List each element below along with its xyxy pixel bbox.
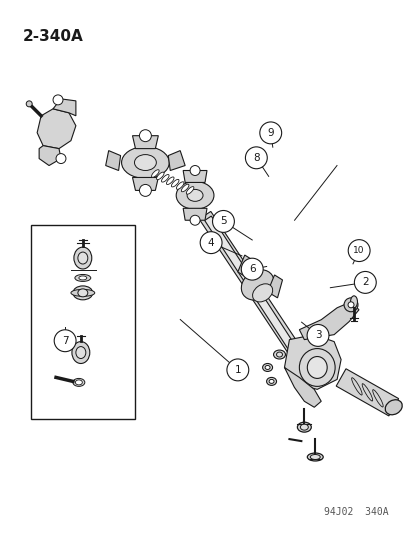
Ellipse shape	[181, 184, 188, 192]
Polygon shape	[132, 136, 158, 149]
Ellipse shape	[71, 289, 95, 296]
Text: 9: 9	[267, 128, 273, 138]
Text: 4: 4	[207, 238, 214, 248]
Ellipse shape	[78, 289, 88, 297]
Text: 3: 3	[314, 330, 320, 341]
Ellipse shape	[73, 286, 93, 300]
Ellipse shape	[176, 181, 214, 209]
Polygon shape	[168, 151, 185, 171]
Polygon shape	[284, 367, 320, 407]
Circle shape	[56, 154, 66, 164]
Ellipse shape	[241, 270, 273, 300]
Circle shape	[245, 147, 267, 169]
Text: 2: 2	[361, 277, 368, 287]
Ellipse shape	[187, 189, 202, 201]
Text: 7: 7	[62, 336, 68, 346]
Polygon shape	[105, 151, 120, 171]
Circle shape	[200, 232, 221, 254]
Polygon shape	[299, 302, 358, 340]
Polygon shape	[53, 99, 76, 116]
Ellipse shape	[134, 155, 156, 171]
Ellipse shape	[264, 366, 269, 369]
Ellipse shape	[300, 424, 308, 430]
Text: 1: 1	[234, 365, 240, 375]
Ellipse shape	[176, 182, 183, 189]
Ellipse shape	[310, 455, 320, 459]
Circle shape	[139, 130, 151, 142]
Ellipse shape	[297, 422, 311, 432]
Circle shape	[190, 215, 199, 225]
Circle shape	[226, 359, 248, 381]
Ellipse shape	[73, 378, 85, 386]
Text: 2-340A: 2-340A	[23, 29, 84, 44]
Ellipse shape	[74, 247, 92, 269]
Circle shape	[306, 325, 328, 346]
Circle shape	[347, 302, 353, 308]
Ellipse shape	[78, 252, 88, 264]
Ellipse shape	[299, 349, 335, 386]
Circle shape	[259, 122, 281, 144]
Ellipse shape	[306, 453, 323, 461]
Circle shape	[343, 298, 357, 312]
Ellipse shape	[121, 147, 169, 179]
Polygon shape	[183, 171, 206, 182]
Text: 94J02  340A: 94J02 340A	[323, 507, 388, 516]
Ellipse shape	[273, 350, 285, 359]
Polygon shape	[39, 146, 61, 166]
Polygon shape	[284, 335, 340, 389]
Polygon shape	[335, 369, 398, 416]
Ellipse shape	[266, 377, 276, 385]
Ellipse shape	[78, 276, 87, 280]
Ellipse shape	[276, 352, 282, 357]
Ellipse shape	[72, 342, 90, 364]
Ellipse shape	[151, 169, 159, 177]
Ellipse shape	[262, 364, 272, 372]
Ellipse shape	[186, 187, 193, 194]
Circle shape	[212, 211, 234, 232]
Ellipse shape	[161, 174, 169, 182]
Ellipse shape	[75, 380, 82, 385]
Text: 6: 6	[248, 264, 255, 274]
Ellipse shape	[252, 284, 272, 302]
Ellipse shape	[306, 357, 326, 378]
Polygon shape	[37, 109, 76, 149]
Ellipse shape	[171, 180, 178, 187]
Polygon shape	[204, 216, 299, 357]
Circle shape	[139, 184, 151, 196]
Text: 5: 5	[220, 216, 226, 227]
Circle shape	[54, 330, 76, 352]
Circle shape	[53, 95, 63, 105]
Circle shape	[354, 271, 375, 293]
Ellipse shape	[166, 177, 173, 184]
Polygon shape	[183, 208, 206, 220]
Circle shape	[26, 101, 32, 107]
Polygon shape	[132, 177, 158, 190]
Polygon shape	[267, 275, 282, 298]
Text: 8: 8	[252, 153, 259, 163]
Ellipse shape	[268, 379, 273, 383]
Ellipse shape	[156, 172, 164, 180]
Ellipse shape	[385, 400, 401, 415]
Bar	[31, 225, 135, 419]
Text: 10: 10	[353, 246, 364, 255]
Polygon shape	[237, 255, 252, 278]
Ellipse shape	[75, 274, 90, 281]
Circle shape	[241, 258, 263, 280]
Ellipse shape	[350, 296, 356, 308]
Circle shape	[190, 166, 199, 175]
Ellipse shape	[76, 346, 85, 359]
Circle shape	[347, 240, 369, 262]
Polygon shape	[199, 212, 304, 361]
